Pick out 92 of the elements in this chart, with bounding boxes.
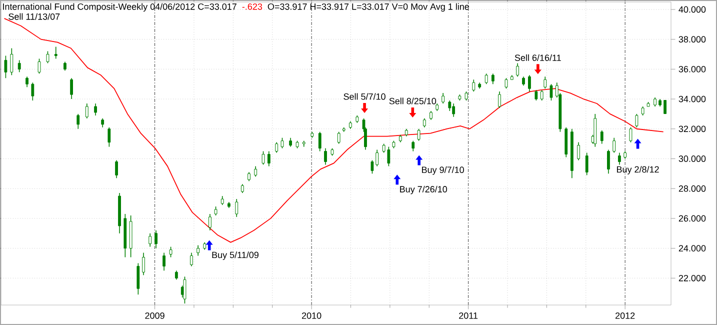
point xyxy=(416,155,423,166)
candlestick xyxy=(664,100,667,114)
x-tick-label: 2012 xyxy=(616,312,635,319)
candlestick xyxy=(472,79,476,92)
candlestick xyxy=(262,150,265,166)
candlestick xyxy=(196,244,200,256)
data-label: Sell 6/16/11 xyxy=(514,54,561,61)
candlestick xyxy=(534,90,538,101)
y-tick-label: 40.000 xyxy=(678,6,706,13)
point xyxy=(634,138,642,149)
point xyxy=(394,174,401,185)
candlestick xyxy=(540,90,544,101)
candlestick xyxy=(275,142,278,154)
point xyxy=(409,107,416,118)
candlestick xyxy=(94,103,97,116)
candlestick xyxy=(498,91,501,108)
y-tick-label: 22.000 xyxy=(678,274,706,282)
candlestick xyxy=(108,126,111,148)
candlestick xyxy=(46,50,50,64)
candlestick xyxy=(491,73,494,84)
candlestick xyxy=(136,262,140,295)
data-label: Buy 7/26/10 xyxy=(400,186,448,194)
candlestick xyxy=(235,198,238,218)
candlestick xyxy=(115,160,118,179)
candlestick xyxy=(280,137,284,149)
point xyxy=(206,240,213,250)
candlestick xyxy=(417,128,420,142)
candlestick xyxy=(169,246,172,258)
data-label: Buy 9/7/10 xyxy=(422,166,464,175)
data-label: Sell 8/25/10 xyxy=(389,98,436,104)
candlestick xyxy=(208,214,212,231)
candlestick xyxy=(442,92,445,104)
candlestick xyxy=(267,150,270,167)
candlestick xyxy=(10,48,14,76)
candlestick xyxy=(448,100,452,112)
candlestick xyxy=(18,60,21,73)
y-tick-label: 34.000 xyxy=(678,96,706,102)
candlestick xyxy=(4,55,8,79)
candlestick xyxy=(162,252,166,272)
candlestick xyxy=(600,130,604,144)
candlestick xyxy=(324,148,327,166)
candlestick xyxy=(452,103,456,118)
chart-subtitle: O=33.917 H=33.917 L=33.017 V=0 Mov Avg 1 line xyxy=(268,3,470,12)
candlestick xyxy=(585,152,588,176)
candlestick xyxy=(550,84,553,101)
candlestick xyxy=(376,149,379,167)
x-tick-label: 2010 xyxy=(302,312,322,319)
candlestick xyxy=(544,76,547,89)
candlestick xyxy=(607,149,610,174)
annotation: Sell 11/13/07 xyxy=(8,13,60,20)
point xyxy=(534,64,542,74)
candlestick xyxy=(516,62,519,78)
candlestick xyxy=(190,252,193,267)
candlestick xyxy=(26,76,28,88)
chart-title: International Fund Composit-Weekly 04/06/2012 C=33.017 xyxy=(3,3,236,12)
candlestick xyxy=(618,152,621,166)
candlestick xyxy=(142,252,145,276)
candlestick xyxy=(76,114,80,130)
x-tick-label: 2011 xyxy=(459,312,478,319)
y-tick-label: 26.000 xyxy=(678,215,706,222)
candlestick xyxy=(370,160,374,174)
candlestick xyxy=(85,103,88,119)
y-tick-label: 36.000 xyxy=(678,66,706,72)
candlestick xyxy=(154,230,158,249)
data-label: Sell 5/7/10 xyxy=(344,93,386,100)
y-tick-label: 24.000 xyxy=(678,245,706,252)
candlestick xyxy=(612,137,616,154)
candlestick xyxy=(38,58,41,74)
y-tick-label: 28.000 xyxy=(678,185,706,192)
candlestick xyxy=(337,131,340,144)
candlestick xyxy=(254,166,258,178)
candlestick xyxy=(318,131,322,152)
candlestick xyxy=(54,46,58,60)
data-label: Buy 2/8/12 xyxy=(617,166,659,174)
candlestick xyxy=(528,74,531,92)
candlestick xyxy=(635,114,638,128)
y-tick-label: 38.000 xyxy=(678,36,706,43)
candlestick xyxy=(183,276,186,304)
candlestick xyxy=(577,142,580,161)
annotation: -.623 xyxy=(242,3,262,10)
candlestick xyxy=(629,126,632,143)
candlestick xyxy=(504,78,508,89)
point xyxy=(361,102,368,113)
y-tick-label: 32.000 xyxy=(678,126,706,132)
x-tick-label: 2009 xyxy=(145,312,164,319)
data-label: Buy 5/11/09 xyxy=(212,252,258,260)
candlestick xyxy=(70,78,73,100)
candlestick xyxy=(412,140,415,152)
y-tick-label: 30.000 xyxy=(678,156,706,162)
candlestick xyxy=(31,82,34,101)
candlestick xyxy=(484,73,488,84)
candlestick xyxy=(148,232,152,248)
